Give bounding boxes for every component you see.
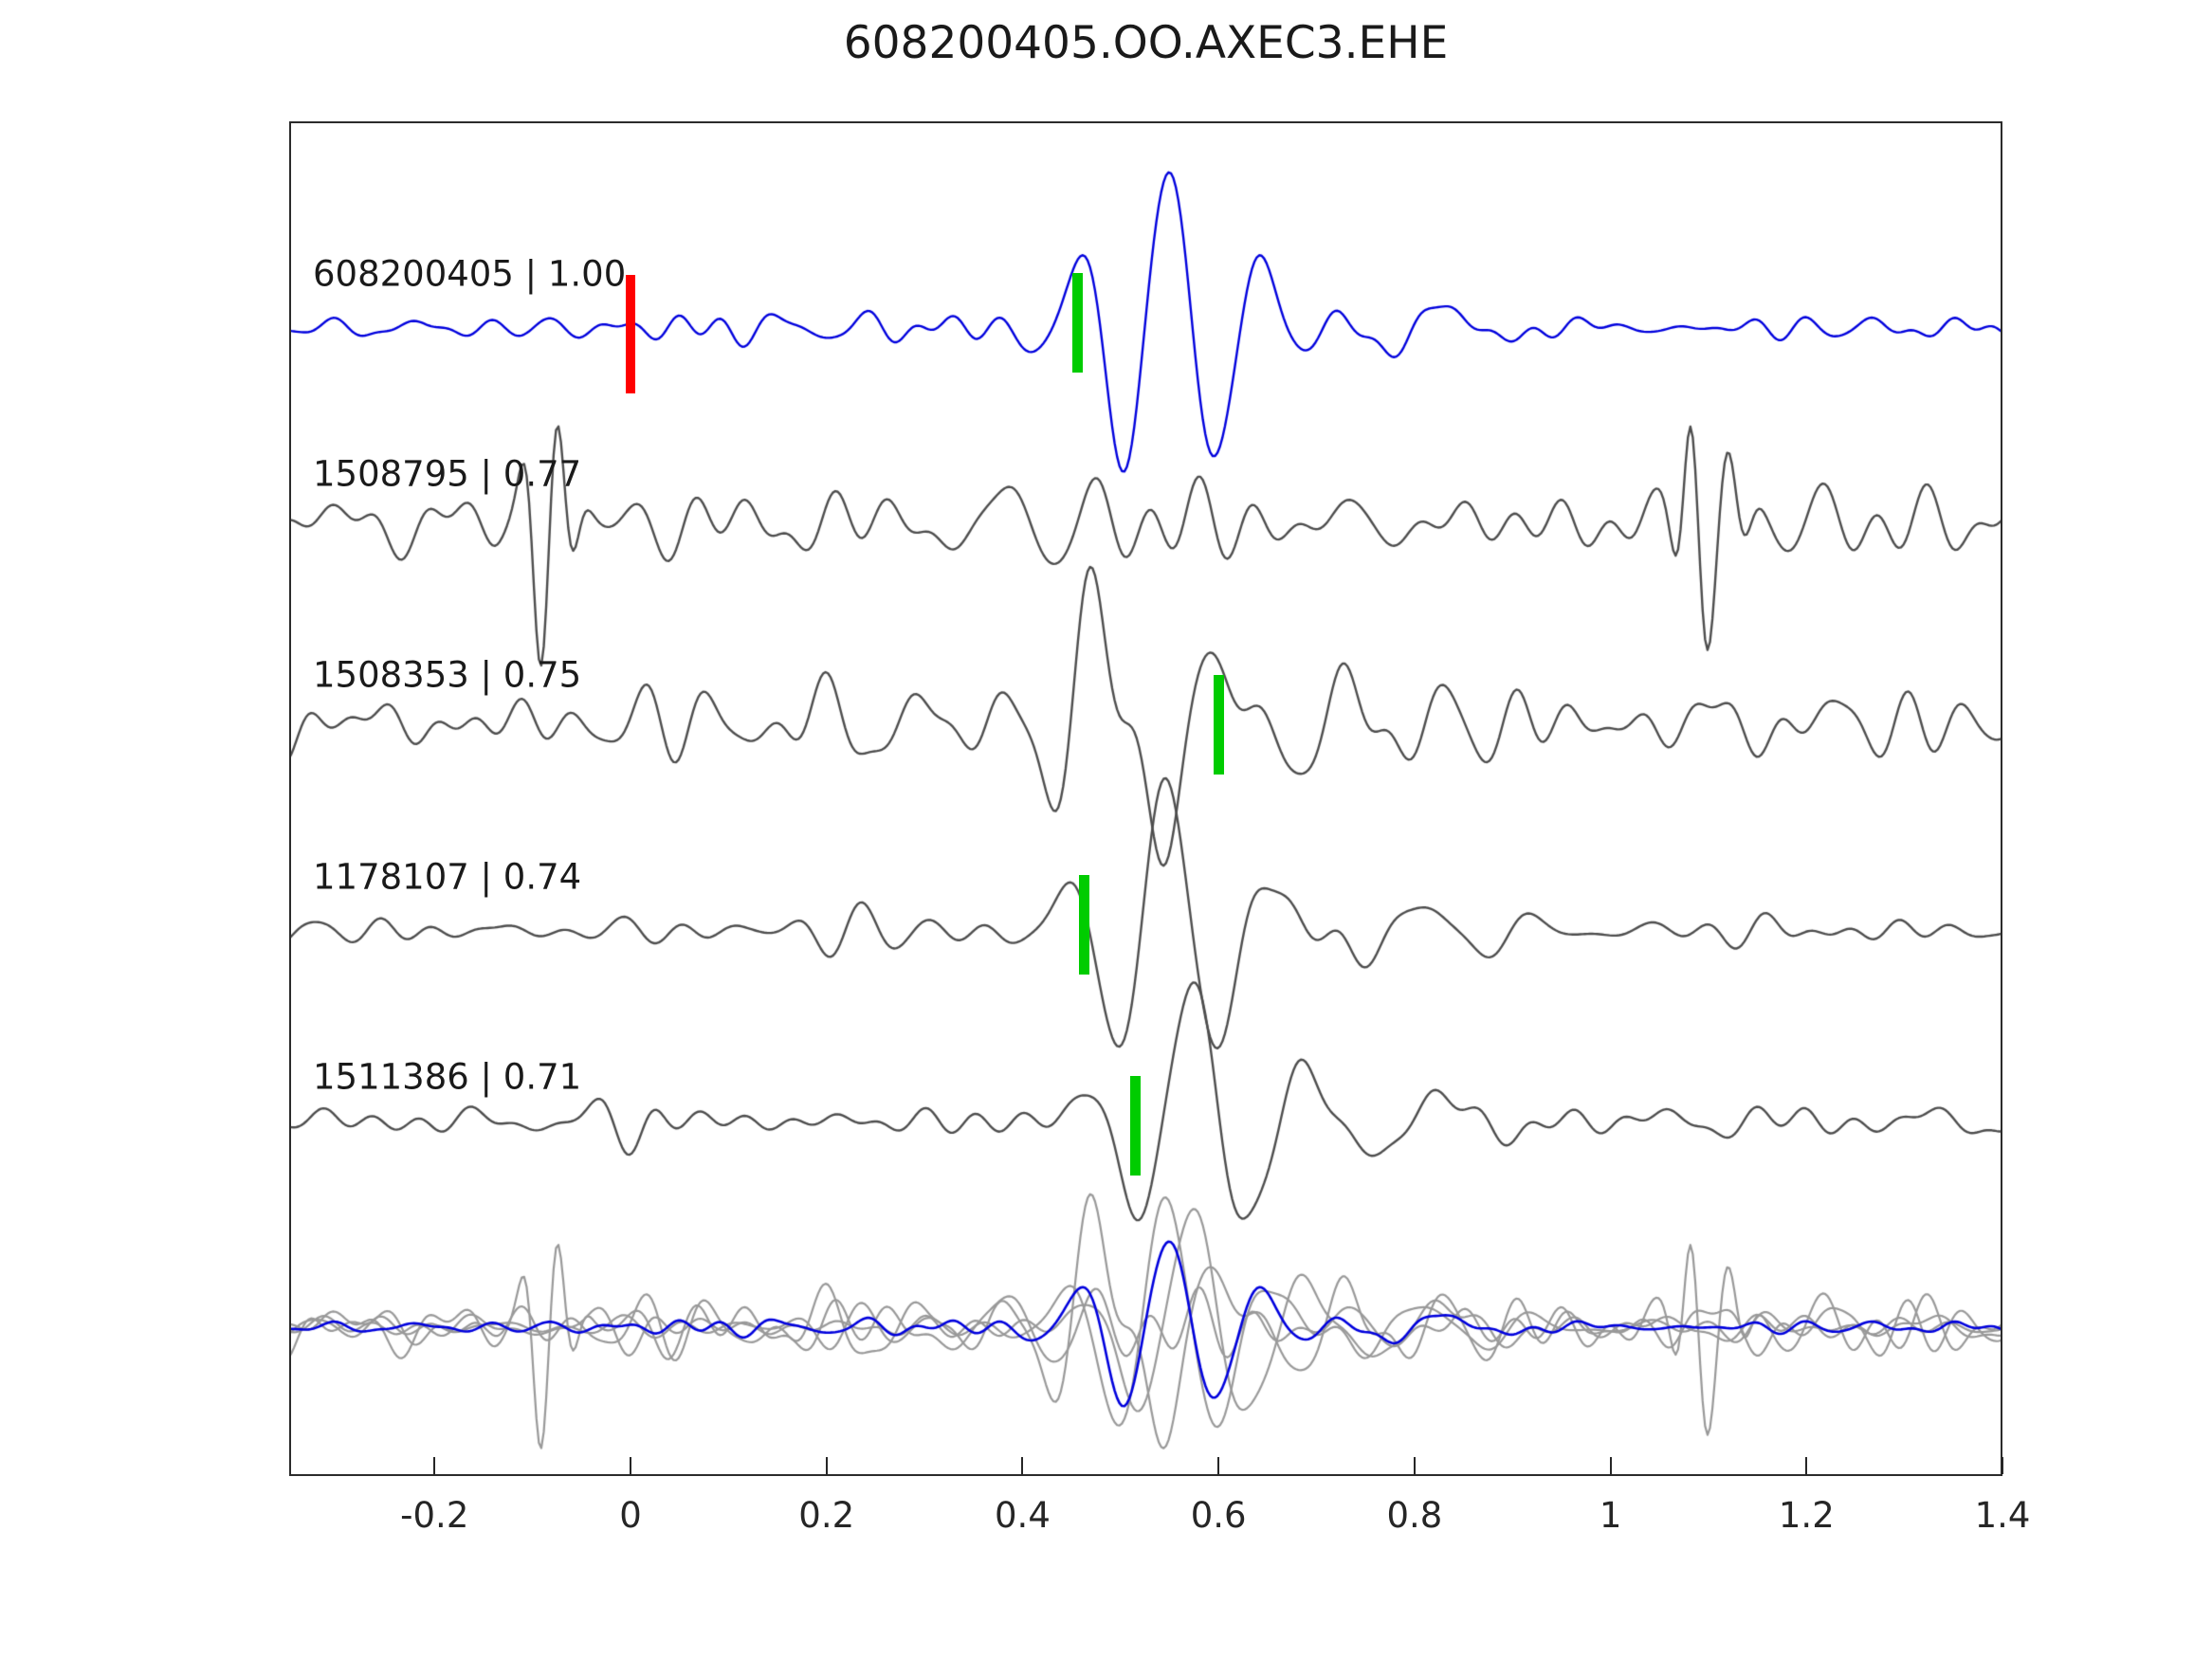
- x-tick-label-1.4: 1.4: [1974, 1495, 2031, 1536]
- x-tick-label-0.4: 0.4: [995, 1495, 1051, 1536]
- x-tick-mark-1.4: [2002, 1457, 2004, 1474]
- x-tick-label-1.2: 1.2: [1778, 1495, 1835, 1536]
- x-tick-mark--0.2: [433, 1457, 436, 1474]
- x-tick-label-1: 1: [1599, 1495, 1622, 1536]
- x-tick-mark-0.4: [1021, 1457, 1024, 1474]
- pick-marker-1511386: [1129, 1076, 1141, 1176]
- pick-marker-1178107: [1079, 875, 1090, 975]
- x-tick-label-0.8: 0.8: [1386, 1495, 1443, 1536]
- pick-marker-608200405: [1071, 273, 1083, 373]
- x-tick-mark-1.2: [1805, 1457, 1808, 1474]
- x-tick-label-0: 0: [619, 1495, 642, 1536]
- trace-label-1508353: 1508353 | 0.75: [313, 654, 582, 696]
- x-tick-mark-1: [1609, 1457, 1612, 1474]
- trace-label-608200405: 608200405 | 1.00: [313, 253, 627, 295]
- x-tick-mark-0.8: [1413, 1457, 1416, 1474]
- trace-label-1511386: 1511386 | 0.71: [313, 1056, 582, 1098]
- pick-marker-1508353: [1213, 675, 1224, 775]
- x-tick-label-0.2: 0.2: [798, 1495, 855, 1536]
- x-tick-label-0.6: 0.6: [1190, 1495, 1247, 1536]
- x-tick-label--0.2: -0.2: [400, 1495, 469, 1536]
- waveform-canvas: [291, 123, 2001, 1474]
- origin-marker-608200405: [626, 275, 635, 393]
- x-tick-mark-0: [630, 1457, 631, 1474]
- trace-label-1508795: 1508795 | 0.77: [313, 453, 582, 495]
- x-tick-mark-0.2: [825, 1457, 828, 1474]
- x-tick-mark-0.6: [1217, 1457, 1220, 1474]
- figure-title: 608200405.OO.AXEC3.EHE: [843, 17, 1449, 69]
- trace-label-1178107: 1178107 | 0.74: [313, 856, 582, 898]
